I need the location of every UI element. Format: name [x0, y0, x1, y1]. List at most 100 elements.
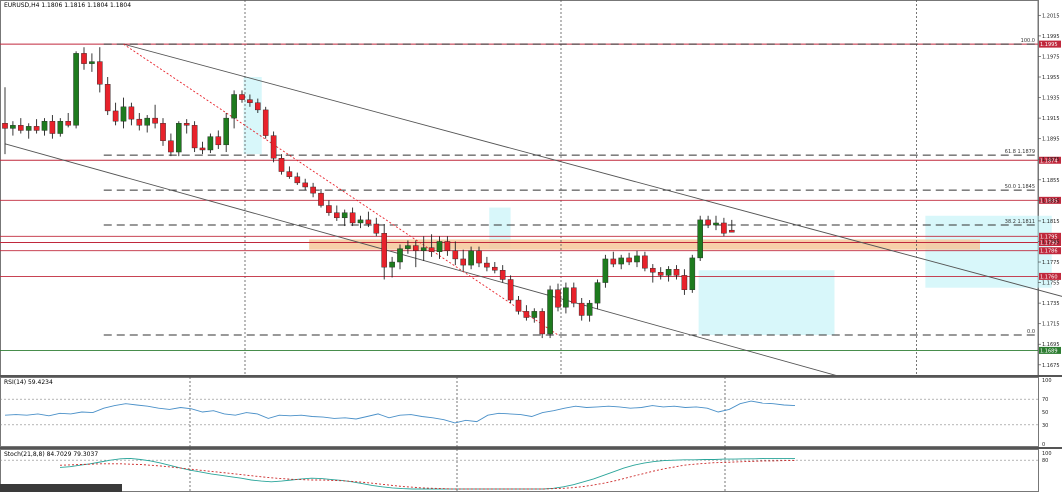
candle-body	[137, 119, 142, 125]
candle-body	[469, 251, 474, 265]
candle-body	[548, 290, 553, 334]
candle-body	[476, 251, 481, 263]
candle-body	[634, 256, 639, 262]
price-tick-label: 1.1795	[1042, 239, 1060, 245]
highlight-box	[244, 77, 262, 154]
candle-body	[445, 241, 450, 250]
candle-body	[579, 303, 584, 315]
candle-body	[326, 205, 331, 212]
candle-body	[10, 125, 15, 128]
level-price-label: 1.1786	[1040, 249, 1058, 255]
candle-body	[89, 62, 94, 64]
price-tick-label: 1.1915	[1042, 116, 1060, 122]
candle-body	[26, 126, 31, 130]
price-tick-label: 1.1895	[1042, 137, 1060, 143]
channel-line	[124, 44, 1062, 367]
candle-body	[397, 249, 402, 262]
price-tick-label: 1.1775	[1042, 260, 1060, 266]
candle-body	[713, 223, 718, 225]
candle-body	[666, 269, 671, 275]
price-tick-label: 1.1695	[1042, 342, 1060, 348]
candle-body	[271, 136, 276, 159]
candle-body	[81, 53, 86, 63]
stochastic-signal-line	[60, 461, 795, 489]
candle-body	[192, 125, 197, 148]
candle-body	[232, 94, 237, 118]
price-tick-label: 1.1855	[1042, 178, 1060, 184]
candle-body	[358, 220, 363, 223]
candle-body	[571, 288, 576, 303]
candle-body	[382, 233, 387, 267]
fib-level-label: 38.2 1.1811	[1005, 219, 1035, 225]
price-tick-label: 1.2015	[1042, 13, 1060, 19]
price-tick-label: 1.1955	[1042, 75, 1060, 81]
stochastic-tick-label: 100	[1042, 451, 1052, 457]
candle-body	[563, 288, 568, 308]
stochastic-main-line	[60, 458, 795, 489]
candle-body	[508, 279, 513, 300]
candle-body	[50, 121, 55, 133]
candle-body	[295, 177, 300, 183]
candle-body	[366, 220, 371, 224]
fib-level-label: 100.0	[1021, 38, 1035, 44]
candle-body	[303, 183, 308, 187]
candle-body	[350, 213, 355, 223]
candle-body	[176, 123, 181, 152]
price-tick-label: 1.1735	[1042, 301, 1060, 307]
candle-body	[34, 126, 39, 130]
candle-body	[421, 248, 426, 251]
fib-level-label: 0.0	[1027, 329, 1035, 335]
candle-body	[224, 118, 229, 145]
channel-line	[5, 144, 850, 376]
candle-body	[611, 259, 616, 264]
candle-body	[145, 118, 150, 125]
candle-body	[42, 121, 47, 130]
candle-body	[168, 141, 173, 152]
candle-body	[524, 311, 529, 317]
rsi-tick-label: 100	[1042, 378, 1052, 384]
candle-body	[658, 272, 663, 275]
candle-body	[18, 125, 23, 130]
candle-body	[674, 269, 679, 275]
candle-body	[390, 262, 395, 267]
candle-body	[342, 213, 347, 218]
price-tick-label: 1.1675	[1042, 363, 1060, 369]
candle-body	[263, 110, 268, 136]
candle-body	[121, 107, 126, 121]
candle-body	[429, 248, 434, 252]
candle-body	[706, 220, 711, 225]
candle-body	[208, 137, 213, 150]
candle-body	[619, 258, 624, 264]
candle-body	[153, 118, 158, 123]
candle-body	[334, 213, 339, 218]
candle-body	[58, 121, 63, 133]
fib-trend-line	[124, 44, 559, 335]
candle-body	[690, 258, 695, 290]
candle-body	[500, 270, 505, 279]
candle-body	[627, 258, 632, 262]
candle-body	[721, 223, 726, 233]
candle-body	[2, 123, 7, 128]
stochastic-label: Stoch(21,8,8) 84.7029 79.3037	[4, 451, 98, 458]
fib-level-label: 50.0 1.1845	[1005, 184, 1035, 190]
candle-body	[405, 246, 410, 249]
candle-body	[200, 148, 205, 150]
candle-body	[555, 290, 560, 307]
level-price-label: 1.1689	[1040, 348, 1058, 354]
candle-body	[437, 241, 442, 251]
candle-body	[642, 256, 647, 268]
chart-frame	[1, 1, 1039, 376]
fib-level-label: 61.8 1.1879	[1005, 149, 1035, 155]
candle-body	[311, 187, 316, 193]
price-tick-label: 1.1995	[1042, 34, 1060, 40]
chart-header: EURUSD,H4 1.1806 1.1816 1.1804 1.1804	[4, 2, 131, 9]
price-tick-label: 1.1755	[1042, 281, 1060, 287]
rsi-tick-label: 70	[1042, 397, 1048, 403]
highlight-box	[699, 270, 835, 335]
candle-body	[516, 300, 521, 311]
